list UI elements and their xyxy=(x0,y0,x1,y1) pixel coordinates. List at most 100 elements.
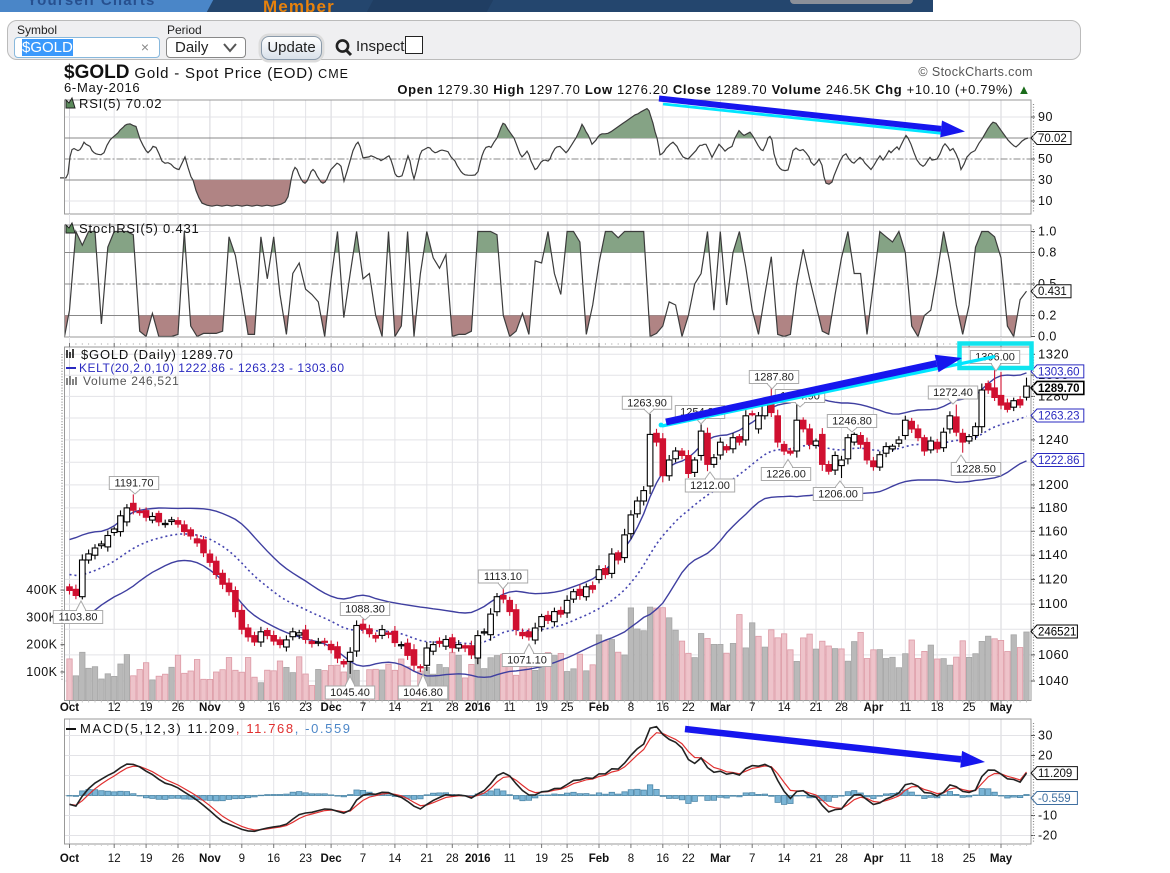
svg-text:KELT(20,2.0,10) 1222.86 - 1263: KELT(20,2.0,10) 1222.86 - 1263.23 - 1303… xyxy=(79,361,345,375)
svg-text:Feb: Feb xyxy=(589,853,609,865)
svg-text:0.431: 0.431 xyxy=(1038,286,1067,298)
svg-text:7: 7 xyxy=(749,702,755,714)
svg-text:28: 28 xyxy=(835,853,848,865)
svg-text:11: 11 xyxy=(899,702,911,714)
svg-text:11: 11 xyxy=(504,702,516,714)
svg-text:May: May xyxy=(990,702,1013,714)
svg-text:26: 26 xyxy=(172,853,185,865)
svg-text:1320: 1320 xyxy=(1038,346,1069,361)
svg-text:Dec: Dec xyxy=(321,702,343,714)
svg-text:25: 25 xyxy=(561,853,574,865)
svg-text:9: 9 xyxy=(239,853,245,865)
svg-text:18: 18 xyxy=(931,853,944,865)
svg-text:18: 18 xyxy=(931,702,944,714)
svg-text:1263.23: 1263.23 xyxy=(1038,411,1080,423)
svg-text:-10: -10 xyxy=(1038,809,1058,823)
svg-text:1180: 1180 xyxy=(1038,500,1068,515)
svg-text:6-May-2016: 6-May-2016 xyxy=(64,80,140,95)
svg-text:70.02: 70.02 xyxy=(1038,133,1067,145)
svg-text:12: 12 xyxy=(108,702,121,714)
svg-text:1060: 1060 xyxy=(1038,647,1069,662)
svg-text:1103.80: 1103.80 xyxy=(59,612,98,624)
svg-text:400K: 400K xyxy=(26,583,57,597)
svg-text:1160: 1160 xyxy=(1038,523,1068,538)
svg-text:1.0: 1.0 xyxy=(1038,225,1057,239)
svg-text:1289.70: 1289.70 xyxy=(1038,383,1080,395)
svg-text:Feb: Feb xyxy=(589,702,609,714)
svg-text:10: 10 xyxy=(1038,194,1053,208)
svg-text:© StockCharts.com: © StockCharts.com xyxy=(918,65,1033,79)
svg-text:1222.86: 1222.86 xyxy=(1038,455,1080,467)
svg-text:25: 25 xyxy=(963,853,976,865)
svg-text:19: 19 xyxy=(140,702,153,714)
svg-text:22: 22 xyxy=(682,853,695,865)
svg-text:28: 28 xyxy=(835,702,848,714)
svg-text:1191.70: 1191.70 xyxy=(115,478,154,490)
svg-text:100K: 100K xyxy=(26,665,57,679)
svg-text:1287.80: 1287.80 xyxy=(754,372,794,384)
svg-text:28: 28 xyxy=(446,853,459,865)
svg-text:1100: 1100 xyxy=(1038,596,1068,611)
svg-text:1040: 1040 xyxy=(1038,673,1069,688)
svg-text:19: 19 xyxy=(535,853,548,865)
svg-text:7: 7 xyxy=(749,853,755,865)
svg-text:0.8: 0.8 xyxy=(1038,246,1057,260)
svg-text:25: 25 xyxy=(561,702,574,714)
svg-text:28: 28 xyxy=(446,702,459,714)
svg-text:21: 21 xyxy=(810,853,823,865)
svg-text:7: 7 xyxy=(360,853,366,865)
svg-text:1088.30: 1088.30 xyxy=(345,604,385,616)
svg-text:200K: 200K xyxy=(26,638,57,652)
svg-text:22: 22 xyxy=(682,702,695,714)
svg-text:30: 30 xyxy=(1038,729,1053,743)
svg-text:19: 19 xyxy=(535,702,548,714)
svg-text:Oct: Oct xyxy=(60,702,79,714)
svg-text:Apr: Apr xyxy=(863,702,883,714)
svg-text:7: 7 xyxy=(360,702,366,714)
svg-text:50: 50 xyxy=(1038,152,1053,166)
svg-text:$GOLD (Daily) 1289.70: $GOLD (Daily) 1289.70 xyxy=(81,347,234,362)
svg-text:26: 26 xyxy=(172,702,185,714)
svg-text:23: 23 xyxy=(299,853,312,865)
svg-text:14: 14 xyxy=(389,702,402,714)
svg-text:8: 8 xyxy=(628,853,634,865)
svg-text:Mar: Mar xyxy=(710,702,731,714)
svg-text:9: 9 xyxy=(239,702,245,714)
svg-text:Dec: Dec xyxy=(321,853,343,865)
svg-text:1206.00: 1206.00 xyxy=(818,489,858,501)
svg-text:1113.10: 1113.10 xyxy=(484,571,522,583)
svg-text:1046.80: 1046.80 xyxy=(403,687,443,699)
svg-text:1246.80: 1246.80 xyxy=(832,416,872,428)
svg-text:25: 25 xyxy=(963,702,976,714)
svg-text:14: 14 xyxy=(778,702,791,714)
svg-text:12: 12 xyxy=(108,853,121,865)
svg-text:11.209: 11.209 xyxy=(1038,768,1072,780)
svg-text:1140: 1140 xyxy=(1038,547,1068,562)
svg-text:14: 14 xyxy=(389,853,402,865)
svg-text:1212.00: 1212.00 xyxy=(690,480,730,492)
svg-text:Apr: Apr xyxy=(863,853,883,865)
svg-text:0.2: 0.2 xyxy=(1038,309,1057,323)
svg-text:16: 16 xyxy=(656,702,669,714)
svg-text:$GOLD Gold - Spot Price (EOD): $GOLD Gold - Spot Price (EOD) CME xyxy=(64,62,349,83)
svg-text:RSI(5) 70.02: RSI(5) 70.02 xyxy=(79,96,162,111)
svg-text:21: 21 xyxy=(420,702,433,714)
svg-text:May: May xyxy=(990,853,1013,865)
svg-text:-20: -20 xyxy=(1038,829,1058,843)
svg-text:14: 14 xyxy=(778,853,791,865)
svg-text:20: 20 xyxy=(1038,749,1053,763)
svg-text:8: 8 xyxy=(628,702,634,714)
svg-text:11: 11 xyxy=(504,853,516,865)
svg-text:Mar: Mar xyxy=(710,853,731,865)
svg-text:1200: 1200 xyxy=(1038,477,1069,492)
svg-text:Open 1279.30 High 1297.70 Low: Open 1279.30 High 1297.70 Low 1276.20 Cl… xyxy=(397,82,1031,97)
svg-text:1240: 1240 xyxy=(1038,432,1069,447)
svg-text:2016: 2016 xyxy=(465,702,491,714)
svg-text:21: 21 xyxy=(810,702,823,714)
svg-text:2016: 2016 xyxy=(465,853,491,865)
svg-text:23: 23 xyxy=(299,702,312,714)
svg-text:16: 16 xyxy=(267,853,280,865)
svg-text:Nov: Nov xyxy=(199,853,221,865)
svg-text:1272.40: 1272.40 xyxy=(933,387,973,399)
svg-text:1120: 1120 xyxy=(1038,571,1068,586)
